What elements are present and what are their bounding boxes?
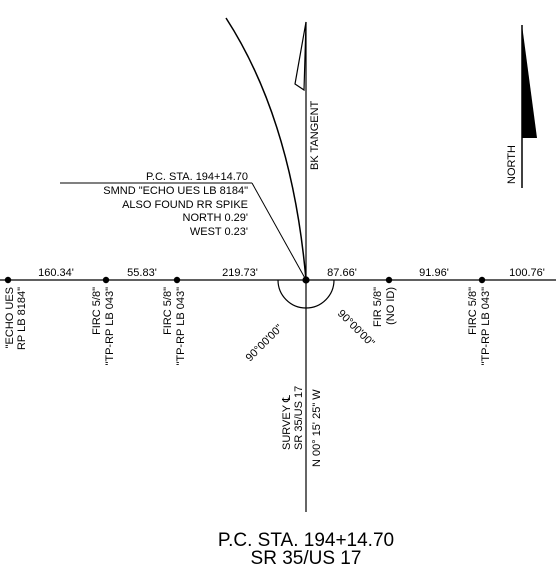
callout-leader [251,182,307,281]
distance-label-4: 87.66' [327,267,357,279]
survey-centerline-label: SURVEY ℄ SR 35/US 17 [281,386,305,450]
title-line-2: SR 35/US 17 [251,548,362,568]
monument-label-1-line-1: "ECHO UES [4,287,16,348]
monument-point-3 [173,276,181,284]
monument-label-4: FIR 5/8" (NO ID) [372,287,397,327]
pc-callout-line-3: ALSO FOUND RR SPIKE [122,199,248,211]
monument-label-3-line-2: "TP-RP LB 043" [175,287,187,366]
monument-point-2 [102,276,110,284]
north-label: NORTH [506,145,518,184]
monument-label-5-line-2: "TP-RP LB 043" [480,287,492,366]
monument-label-1: "ECHO UES RP LB 8184" [4,287,28,350]
monument-point-1 [4,276,12,284]
title-line-1: P.C. STA. 194+14.70 [218,530,394,551]
monument-label-3: FIRC 5/8" "TP-RP LB 043" [162,287,187,366]
survey-cl-line-2: SR 35/US 17 [293,386,305,450]
monument-point-5 [478,276,486,284]
pc-callout-line-1: P.C. STA. 194+14.70 [146,171,248,183]
distance-label-2: 55.83' [127,267,157,279]
monument-label-2: FIRC 5/8" "TP-RP LB 043" [91,287,116,366]
monument-label-2-line-1: FIRC 5/8" [91,287,103,335]
curve-line [225,17,307,281]
monument-label-5-line-1: FIRC 5/8" [467,287,479,335]
monument-label-2-line-2: "TP-RP LB 043" [104,287,116,366]
distance-label-6: 100.76' [509,267,545,279]
pc-point [302,276,310,284]
north-arrow: NORTH [506,25,537,188]
pc-callout-line-4: NORTH 0.29' [183,212,248,224]
monument-point-4 [385,276,393,284]
angle-label-right: 90°00'00" [335,308,377,350]
north-arrow-head [522,25,537,138]
monument-label-4-line-1: FIR 5/8" [372,287,384,327]
pc-callout: P.C. STA. 194+14.70 SMND "ECHO UES LB 81… [60,171,307,281]
right-angle-arc [277,279,335,309]
monument-label-5: FIRC 5/8" "TP-RP LB 043" [467,287,492,366]
monument-label-3-line-1: FIRC 5/8" [162,287,174,335]
distance-label-3: 219.73' [222,267,258,279]
monument-label-1-line-2: RP LB 8184" [16,287,28,350]
bearing-label: N 00° 15' 25" W [311,389,323,467]
back-tangent: BK TANGENT [294,21,321,280]
angle-label-left: 90°00'00" [244,322,286,364]
monument-label-4-line-2: (NO ID) [385,287,397,325]
distance-label-5: 91.96' [419,267,449,279]
distance-label-1: 160.34' [38,267,74,279]
survey-cl-line-1: SURVEY ℄ [281,395,293,450]
pc-callout-line-5: WEST 0.23' [190,226,248,238]
pc-callout-line-2: SMND "ECHO UES LB 8184" [103,185,248,197]
back-tangent-arrow-icon [294,21,307,92]
bk-tangent-label: BK TANGENT [309,100,321,170]
